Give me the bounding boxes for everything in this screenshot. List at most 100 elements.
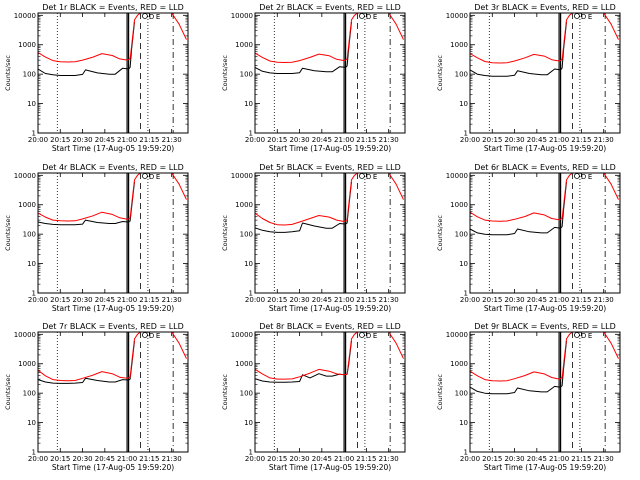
y-tick-label: 1 xyxy=(32,290,36,298)
x-tick-label: 21:15 xyxy=(139,455,159,463)
series-group xyxy=(470,173,619,236)
y-tick-label: 10000 xyxy=(14,172,36,180)
y-tick-label: 100 xyxy=(455,231,468,239)
plot-title: Det 1r BLACK = Events, RED = LLD xyxy=(42,3,184,12)
x-tick-label: 20:15 xyxy=(50,136,70,144)
x-axis-label: Start Time (17-Aug-05 19:59:20) xyxy=(269,144,391,153)
series-group xyxy=(470,13,619,77)
y-tick-label: 10 xyxy=(459,100,468,108)
y-tick-label: 1 xyxy=(249,449,253,457)
x-tick-label: 20:45 xyxy=(312,455,332,463)
y-tick-label: 1 xyxy=(249,130,253,138)
x-tick-label: 21:15 xyxy=(571,455,591,463)
x-tick-label: 20:45 xyxy=(527,296,547,304)
x-tick-label: 20:15 xyxy=(50,296,70,304)
y-axis-label: Counts/sec xyxy=(4,374,12,410)
detector-plot: Det 9r BLACK = Events, RED = LLD 1 10 100 10… xyxy=(436,322,621,472)
x-tick-label: 20:15 xyxy=(482,455,502,463)
y-tick-label: 10 xyxy=(459,419,468,427)
x-tick-label: 20:30 xyxy=(289,455,309,463)
y-tick-label: 100 xyxy=(455,71,468,79)
detector-plot: Det 3r BLACK = Events, RED = LLD 1 10 100 10… xyxy=(436,3,621,153)
detector-plot: Det 8r BLACK = Events, RED = LLD 1 10 100 10… xyxy=(221,322,406,472)
x-tick-label: 20:15 xyxy=(50,455,70,463)
y-tick-label: 100 xyxy=(23,71,36,79)
x-tick-label: 20:45 xyxy=(312,136,332,144)
y-tick-label: 10 xyxy=(27,100,36,108)
marker-letter: E xyxy=(373,332,377,340)
marker-letter: E xyxy=(588,13,592,21)
y-tick-label: 100 xyxy=(240,231,253,239)
x-axis-label: Start Time (17-Aug-05 19:59:20) xyxy=(484,304,606,313)
plot-title: Det 2r BLACK = Events, RED = LLD xyxy=(259,3,401,12)
detector-plot: Det 4r BLACK = Events, RED = LLD 1 10 100 10… xyxy=(4,163,189,313)
x-axis-label: Start Time (17-Aug-05 19:59:20) xyxy=(52,144,174,153)
x-tick-label: 21:30 xyxy=(162,455,182,463)
y-tick-label: 1 xyxy=(249,290,253,298)
x-tick-label: 21:30 xyxy=(594,296,614,304)
lld-series-line xyxy=(38,173,187,222)
x-axis-label: Start Time (17-Aug-05 19:59:20) xyxy=(52,463,174,472)
y-tick-label: 10000 xyxy=(14,12,36,20)
marker-letter: E xyxy=(156,332,160,340)
y-tick-label: 10000 xyxy=(231,172,253,180)
x-axis-label: Start Time (17-Aug-05 19:59:20) xyxy=(484,463,606,472)
y-tick-label: 10000 xyxy=(446,12,468,20)
y-tick-label: 1000 xyxy=(235,201,253,209)
y-tick-label: 100 xyxy=(240,71,253,79)
marker-letter: E xyxy=(588,173,592,181)
y-tick-label: 1000 xyxy=(18,201,36,209)
marker-letter: D xyxy=(149,332,154,340)
x-tick-label: 21:15 xyxy=(356,136,376,144)
x-tick-label: 20:45 xyxy=(527,455,547,463)
peak-marker xyxy=(574,173,580,179)
y-tick-label: 10 xyxy=(244,100,253,108)
x-tick-label: 20:30 xyxy=(72,455,92,463)
y-tick-label: 1000 xyxy=(450,360,468,368)
events-series-line xyxy=(470,181,567,236)
plot-frame xyxy=(254,172,406,294)
plot-title: Det 5r BLACK = Events, RED = LLD xyxy=(259,163,401,172)
lld-series-line xyxy=(470,173,619,222)
y-tick-label: 100 xyxy=(455,390,468,398)
detector-plot: Det 2r BLACK = Events, RED = LLD 1 10 100 10… xyxy=(221,3,406,153)
peak-marker xyxy=(574,332,580,338)
events-series-line xyxy=(38,181,135,226)
x-tick-label: 21:00 xyxy=(117,455,137,463)
marker-letter: D xyxy=(581,173,586,181)
x-tick-label: 21:00 xyxy=(549,136,569,144)
marker-letter: D xyxy=(581,332,586,340)
y-tick-label: 10000 xyxy=(231,331,253,339)
events-series-line xyxy=(255,21,352,74)
marker-letter: D xyxy=(149,13,154,21)
x-tick-label: 20:15 xyxy=(267,296,287,304)
marker-letter: D xyxy=(366,173,371,181)
x-tick-label: 20:30 xyxy=(289,296,309,304)
lld-series-line xyxy=(470,332,619,382)
peak-marker xyxy=(142,332,148,338)
x-tick-label: 20:00 xyxy=(460,455,480,463)
events-series-line xyxy=(470,340,567,395)
lld-series-line xyxy=(38,13,187,63)
plot-title: Det 7r BLACK = Events, RED = LLD xyxy=(42,322,184,331)
x-tick-label: 21:00 xyxy=(117,296,137,304)
detector-plot: Det 6r BLACK = Events, RED = LLD 1 10 100 10… xyxy=(436,163,621,313)
x-tick-label: 21:00 xyxy=(334,296,354,304)
peak-marker xyxy=(359,332,365,338)
x-tick-label: 21:15 xyxy=(139,136,159,144)
detector-plot: Det 7r BLACK = Events, RED = LLD 1 10 100 10… xyxy=(4,322,189,472)
plot-frame xyxy=(469,172,621,294)
x-tick-label: 20:30 xyxy=(72,296,92,304)
x-tick-label: 20:00 xyxy=(28,296,48,304)
peak-marker xyxy=(359,173,365,179)
lld-series-line xyxy=(470,13,619,64)
y-tick-label: 1000 xyxy=(18,41,36,49)
y-axis-label: Counts/sec xyxy=(436,374,444,410)
marker-letter: E xyxy=(588,332,592,340)
y-tick-label: 1 xyxy=(464,449,468,457)
series-group xyxy=(38,13,187,76)
marker-letter: D xyxy=(366,13,371,21)
x-tick-label: 20:30 xyxy=(504,136,524,144)
x-tick-label: 20:00 xyxy=(460,136,480,144)
